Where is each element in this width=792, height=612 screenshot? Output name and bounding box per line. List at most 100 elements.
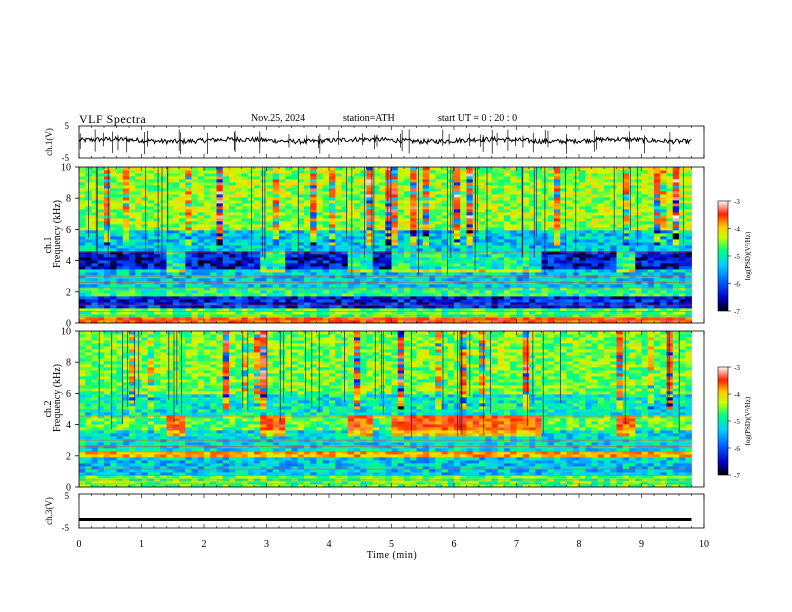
spectrogram-cell [441,251,449,255]
spectrogram-cell [354,176,361,180]
spectrogram-cell [247,260,255,264]
spectrogram-cell [622,197,630,201]
spectrogram-cell [585,200,592,204]
spectrogram-cell [141,203,149,207]
spectrogram-cell [122,197,130,201]
spectrogram-cell [116,200,124,204]
spectrogram-cell [666,299,674,303]
spectrogram-cell [266,278,274,282]
spectrogram-cell [229,227,236,231]
spectrogram-cell [322,200,330,204]
spectrogram-cell [222,299,230,303]
spectrogram-cell [379,203,386,207]
spectrogram-cell [141,278,149,282]
spectrogram-cell [441,257,449,261]
spectrogram-cell [285,167,292,171]
spectrogram-cell [610,299,617,303]
spectrogram-cell [104,284,111,288]
spectrogram-cell [341,194,349,198]
spectrogram-cell [591,284,599,288]
spectrogram-cell [122,218,130,222]
spectrogram-cell [241,308,249,312]
spectrogram-cell [266,254,274,258]
spectrogram-cell [635,200,642,204]
spectrogram-cell [379,191,386,195]
spectrogram-cell [366,233,374,237]
spectrogram-cell [179,308,186,312]
spectrogram-cell [335,221,342,225]
spectrogram-cell [91,320,99,324]
spectrogram-cell [560,290,567,294]
spectrogram-cell [135,269,142,273]
spectrogram-cell [504,215,511,219]
spectrogram-cell [154,287,161,291]
spectrogram-cell [604,266,611,270]
spectrogram-cell [385,227,392,231]
spectrogram-cell [629,296,636,300]
spectrogram-cell [285,284,292,288]
spectrogram-cell [422,311,430,315]
spectrogram-cell [422,200,430,204]
spectrogram-cell [660,167,667,171]
spectrogram-cell [454,218,461,222]
spectrogram-cell [341,185,349,189]
spectrogram-cell [560,212,567,216]
spectrogram-cell [591,221,599,225]
spectrogram-cell [585,212,592,216]
spectrogram-cell [135,233,142,237]
spectrogram-cell [485,254,492,258]
spectrogram-cell [547,209,555,213]
spectrogram-cell [372,227,380,231]
spectrogram-cell [472,254,480,258]
spectrogram-cell [522,242,530,246]
spectrogram-cell [547,251,555,255]
spectrogram-cell [354,230,361,234]
spectrogram-cell [110,236,117,240]
spectrogram-cell [541,293,549,297]
spectrogram-cell [335,206,342,210]
spectrogram-cell [297,194,305,198]
spectrogram-cell [579,242,586,246]
spectrogram-cell [391,212,399,216]
spectrogram-cell [604,239,611,243]
spectrogram-cell [329,212,336,216]
spectrogram-cell [172,278,180,282]
spectrogram-cell [85,305,92,309]
spectrogram-cell [447,260,455,264]
spectrogram-cell [229,284,236,288]
spectrogram-cell [147,209,155,213]
spectrogram-cell [610,284,617,288]
spectrogram-cell [635,173,642,177]
spectrogram-cell [560,248,567,252]
spectrogram-cell [279,287,286,291]
spectrogram-cell [591,185,599,189]
spectrogram-cell [404,248,411,252]
spectrogram-cell [135,278,142,282]
spectrogram-cell [297,209,305,213]
spectrogram-cell [279,206,286,210]
spectrogram-cell [579,206,586,210]
spectrogram-cell [104,191,111,195]
spectrogram-cell [497,320,505,324]
spectrogram-cell [666,251,674,255]
spectrogram-cell [622,173,630,177]
spectrogram-cell [104,215,111,219]
spectrogram-cell [404,194,411,198]
spectrogram-cell [204,182,211,186]
spectrogram-cell [91,200,99,204]
spectrogram-cell [435,227,442,231]
spectrogram-cell [172,176,180,180]
spectrogram-cell [560,272,567,276]
spectrogram-cell [391,269,399,273]
spectrogram-cell [641,248,649,252]
spectrogram-cell [429,206,436,210]
spectrogram-cell [504,239,511,243]
spectrogram-cell [454,266,461,270]
spectrogram-cell [435,188,442,192]
spectrogram-cell [566,221,574,225]
spectrogram-cell [204,191,211,195]
spectrogram-cell [385,317,392,321]
spectrogram-cell [372,173,380,177]
spectrogram-cell [129,251,136,255]
spectrogram-cell [547,242,555,246]
